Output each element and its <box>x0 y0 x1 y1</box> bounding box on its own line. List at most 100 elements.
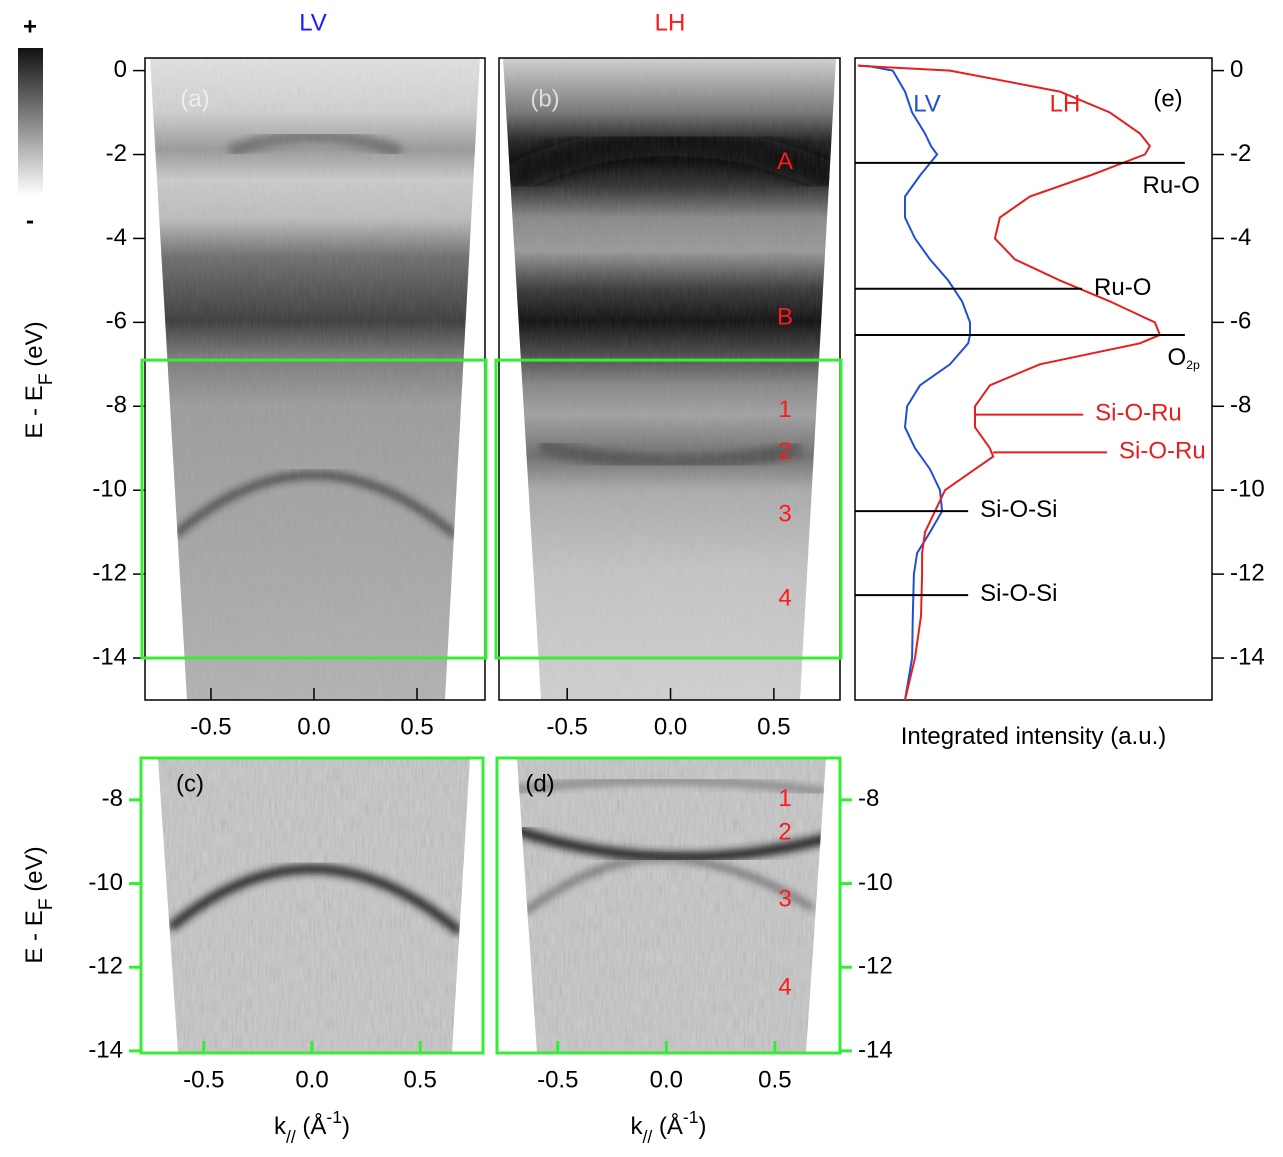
intensity-curve <box>857 64 971 701</box>
text-part: F <box>35 898 57 910</box>
x-tick-label: -0.5 <box>190 713 231 740</box>
panel-title: LH <box>655 9 686 36</box>
text-part: (eV) <box>21 846 48 898</box>
x-tick-label: 0.5 <box>757 713 790 740</box>
y-axis-label: E - EF (eV) <box>21 321 57 438</box>
y-tick-label: -14 <box>92 643 127 670</box>
y-tick-label: -4 <box>106 224 127 251</box>
highlight-box <box>494 358 843 660</box>
panel-title: LV <box>299 9 327 36</box>
colorbar-min: - <box>26 207 34 234</box>
panel-label: (d) <box>525 770 554 797</box>
band-label: 4 <box>778 585 791 612</box>
text-part: -1 <box>326 1107 342 1127</box>
panel-label: (e) <box>1153 85 1182 112</box>
band-label: 2 <box>778 819 791 846</box>
x-tick-label: 0.5 <box>758 1066 791 1093</box>
text-part: (Å <box>296 1112 327 1140</box>
y-tick-label: 0 <box>114 56 127 83</box>
curvature-map-c <box>158 758 470 1053</box>
x-tick-label: 0.0 <box>295 1066 328 1093</box>
y-tick-label: -6 <box>1230 308 1251 335</box>
y-tick-label: -12 <box>88 953 123 980</box>
y-axis-label: E - EF (eV) <box>21 846 57 963</box>
y-tick-label: -8 <box>858 785 879 812</box>
colorbar <box>18 48 43 196</box>
text-part: Ru-O <box>1094 274 1151 301</box>
arpes-map-a <box>150 58 480 700</box>
panel-label: (c) <box>176 770 204 797</box>
text-part: Integrated intensity (a.u.) <box>901 723 1166 750</box>
band-label: 1 <box>778 396 791 423</box>
energy-marker-label: Si-O-Si <box>980 580 1057 607</box>
text-part: O <box>1167 344 1186 371</box>
x-tick-label: 0.0 <box>297 713 330 740</box>
band-label: 3 <box>778 886 791 913</box>
y-tick-label: -14 <box>858 1036 893 1063</box>
text-part: F <box>35 373 57 385</box>
y-tick-label: -10 <box>92 476 127 503</box>
text-part: Ru-O <box>1143 172 1200 199</box>
y-tick-label: -6 <box>106 308 127 335</box>
y-tick-label: 0 <box>1230 56 1243 83</box>
text-part: 2p <box>1186 358 1200 372</box>
x-axis-label: Integrated intensity (a.u.) <box>901 723 1166 750</box>
panel-label: (b) <box>530 85 559 112</box>
legend-label: LV <box>913 90 941 117</box>
x-axis-label: k// (Å-1) <box>274 1107 350 1147</box>
x-tick-label: -0.5 <box>547 713 588 740</box>
text-part: k <box>274 1113 287 1140</box>
band-label: B <box>777 304 793 331</box>
text-part: Si-O-Si <box>980 497 1057 524</box>
text-part: E - E <box>21 910 48 963</box>
text-part: ) <box>342 1113 350 1140</box>
x-tick-label: 0.5 <box>400 713 433 740</box>
text-part: Si-O-Si <box>980 580 1057 607</box>
text-part: Si-O-Ru <box>1119 438 1206 465</box>
text-part: ) <box>699 1113 707 1140</box>
x-axis-label: k// (Å-1) <box>630 1107 706 1147</box>
x-tick-label: 0.0 <box>650 1066 683 1093</box>
y-tick-label: -4 <box>1230 224 1251 251</box>
text-part: // <box>642 1127 652 1147</box>
band-label: 1 <box>778 785 791 812</box>
y-tick-label: -8 <box>1230 392 1251 419</box>
frame <box>854 57 1213 701</box>
text-part: // <box>286 1127 296 1147</box>
energy-marker-label: Ru-O <box>1094 274 1151 301</box>
band-label: 2 <box>778 438 791 465</box>
band-label: 4 <box>778 973 791 1000</box>
y-tick-label: -8 <box>106 392 127 419</box>
y-tick-label: -10 <box>858 869 893 896</box>
y-tick-label: -12 <box>92 559 127 586</box>
x-tick-label: 0.5 <box>404 1066 437 1093</box>
band-label: A <box>777 148 793 175</box>
energy-marker-label: Ru-O <box>1143 172 1200 199</box>
colorbar-max: + <box>23 13 37 40</box>
text-part: (eV) <box>21 321 48 373</box>
energy-marker-label: Si-O-Ru <box>1119 438 1206 465</box>
highlight-box <box>140 358 488 660</box>
frame <box>495 756 842 1055</box>
text-part: -1 <box>683 1107 699 1127</box>
y-tick-label: -14 <box>88 1036 123 1063</box>
energy-marker-label: Si-O-Ru <box>1095 400 1182 427</box>
x-tick-label: -0.5 <box>183 1066 224 1093</box>
text-part: Si-O-Ru <box>1095 400 1182 427</box>
arpes-map-b <box>503 58 836 700</box>
text-part: k <box>630 1113 643 1140</box>
y-tick-label: -12 <box>1230 559 1265 586</box>
text-part: (Å <box>652 1112 683 1140</box>
curvature-map-d <box>517 758 826 1053</box>
y-tick-label: -10 <box>1230 476 1265 503</box>
x-tick-label: -0.5 <box>537 1066 578 1093</box>
y-tick-label: -2 <box>1230 140 1251 167</box>
energy-marker-label: Si-O-Si <box>980 497 1057 524</box>
y-tick-label: -10 <box>88 869 123 896</box>
y-tick-label: -14 <box>1230 643 1265 670</box>
y-tick-label: -12 <box>858 953 893 980</box>
energy-marker-label: O2p <box>1167 344 1200 372</box>
panel-label: (a) <box>180 85 209 112</box>
legend-label: LH <box>1050 90 1081 117</box>
band-label: 3 <box>778 501 791 528</box>
